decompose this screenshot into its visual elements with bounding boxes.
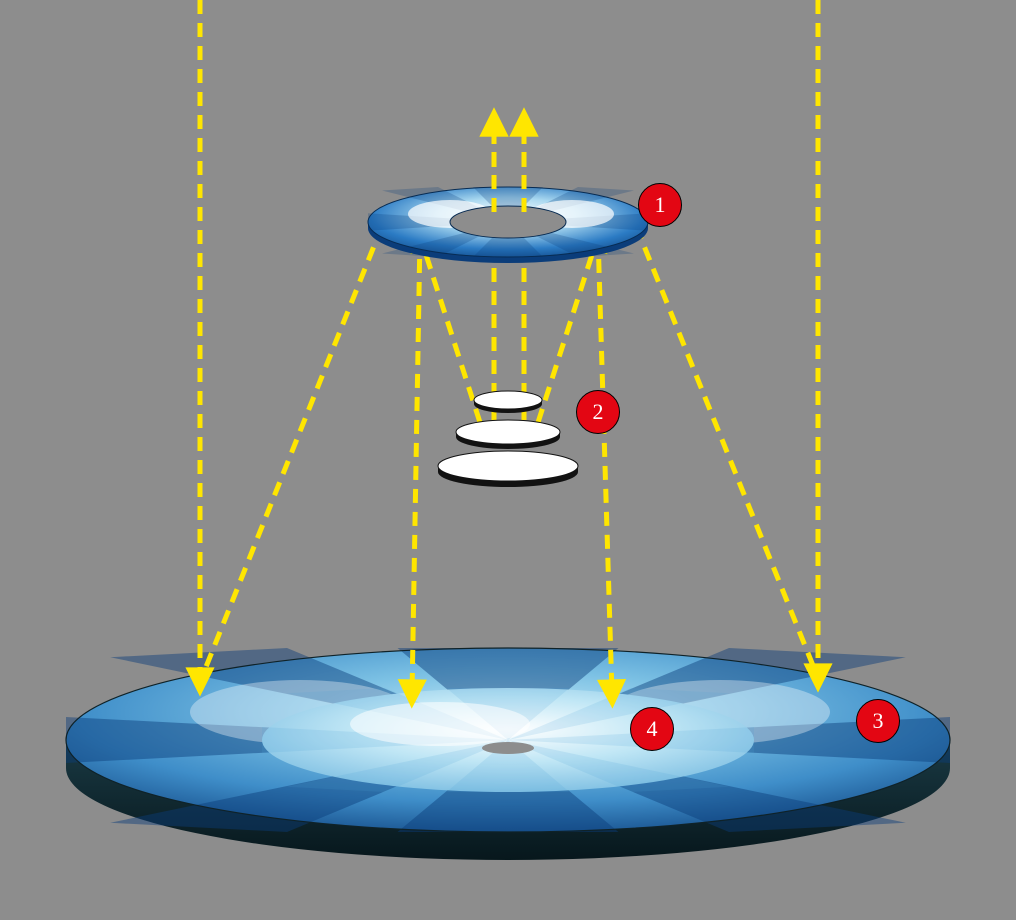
badge-2-label: 2 <box>593 399 604 425</box>
inner-diag-left-down <box>412 236 420 694</box>
wide-diag-right <box>636 226 818 678</box>
optics-diagram <box>0 0 1016 920</box>
badge-4-label: 4 <box>647 716 658 742</box>
badge-4: 4 <box>630 707 674 751</box>
lens-stack <box>438 391 578 487</box>
wide-diag-left <box>200 226 382 682</box>
inner-diag-right-down <box>598 236 612 694</box>
badge-1: 1 <box>638 183 682 227</box>
ray-group <box>200 0 818 694</box>
badge-1-label: 1 <box>655 192 666 218</box>
badge-3: 3 <box>856 699 900 743</box>
badge-2: 2 <box>576 390 620 434</box>
top-ring <box>368 187 648 263</box>
badge-3-label: 3 <box>873 708 884 734</box>
